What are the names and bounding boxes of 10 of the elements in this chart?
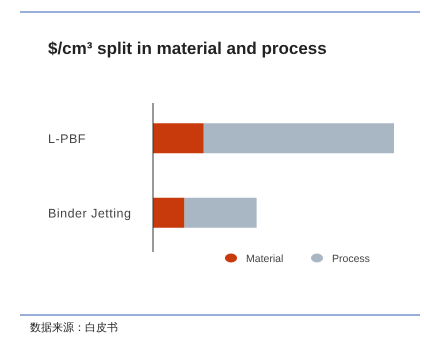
- legend-label: Process: [332, 253, 370, 265]
- legend-label: Material: [246, 253, 284, 265]
- y-tick-label: Binder Jetting: [48, 206, 132, 220]
- chart-title: $/cm³ split in material and process: [48, 39, 327, 58]
- source-note: 数据来源：白皮书: [30, 321, 118, 334]
- bar: [204, 123, 394, 154]
- bar: [153, 123, 204, 154]
- y-tick-label: L-PBF: [48, 132, 86, 146]
- bar: [153, 198, 184, 228]
- bar: [184, 198, 257, 228]
